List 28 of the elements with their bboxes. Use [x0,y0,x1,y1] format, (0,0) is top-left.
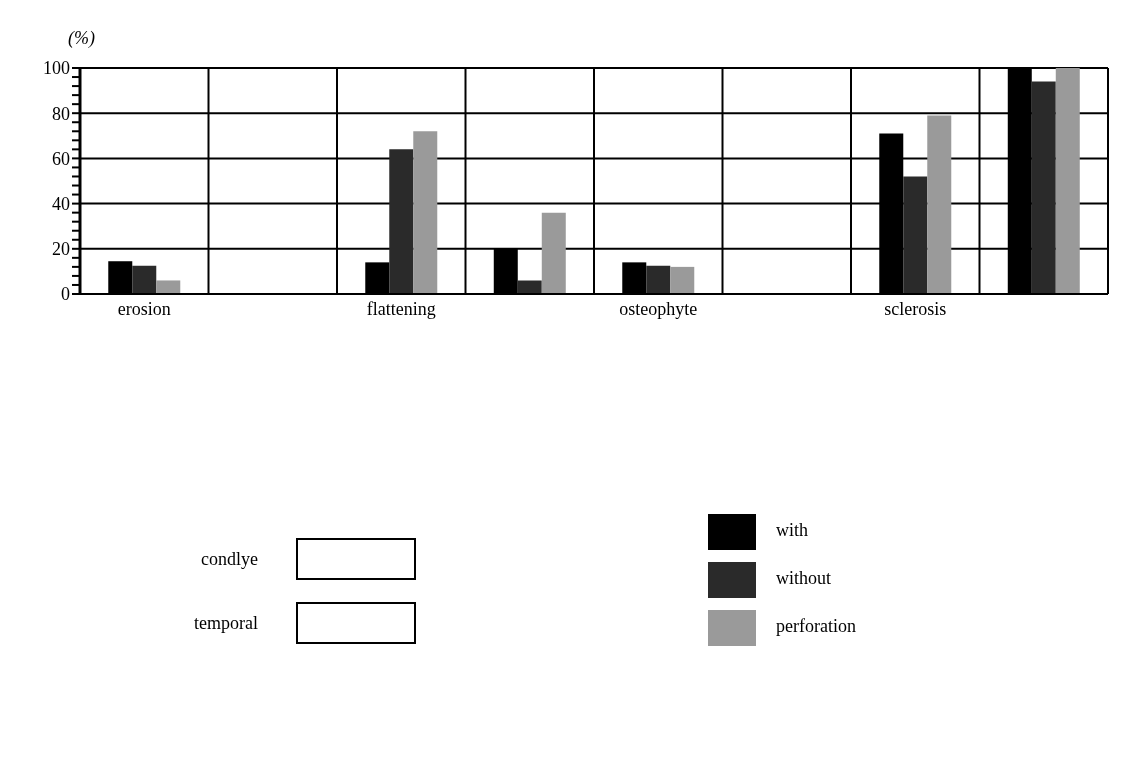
x-tick-label: erosion [117,298,171,319]
y-tick-label: 60 [52,148,70,169]
bar [670,266,695,294]
bar [1031,81,1056,294]
bar [389,149,414,294]
y-tick-label: 20 [52,239,70,260]
y-tick-label: 0 [61,284,70,305]
bar [517,280,542,294]
legend-label: without [776,567,832,588]
x-tick-label: osteophyte [619,298,698,319]
text: temporal [193,612,258,634]
bar [903,176,928,294]
x-tick-label: flattening [366,298,436,319]
y-tick-label: 80 [52,103,70,124]
legend-label: with [776,519,809,540]
bar [132,265,157,294]
x-tick-label: sclerosis [884,298,947,319]
y-tick-label: 100 [43,58,70,79]
y-tick-label: 40 [52,193,70,214]
bar [413,131,438,294]
bar [646,265,671,294]
bar [927,115,952,294]
bar [541,212,566,294]
bar [156,280,181,294]
text: condlye [200,548,258,570]
bar [1055,68,1080,294]
legend-label: perforation [776,615,856,636]
y-axis-title: (%) [68,28,95,49]
